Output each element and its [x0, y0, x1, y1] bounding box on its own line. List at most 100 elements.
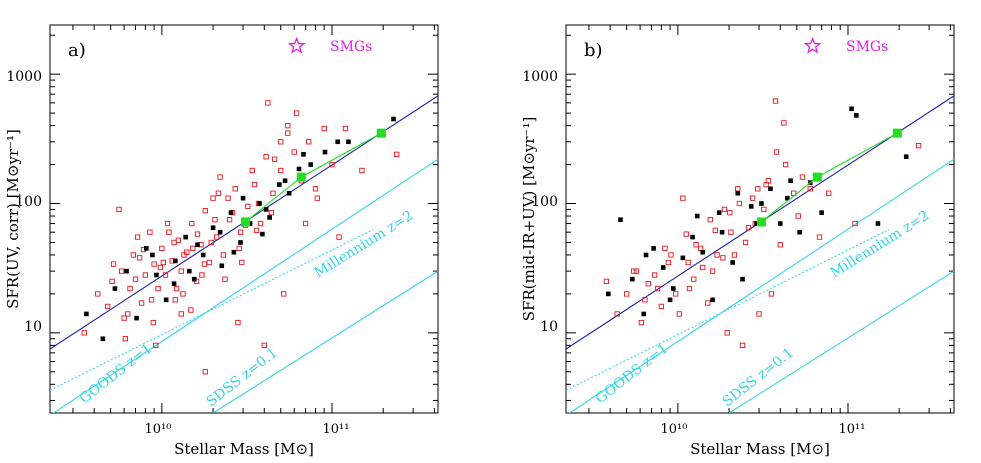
- irac-point: [903, 154, 909, 160]
- sfg-point: [359, 167, 365, 174]
- sfg-point: [314, 195, 320, 201]
- sfg-point: [157, 264, 164, 271]
- sfg-point: [215, 190, 222, 196]
- sfg-point: [239, 259, 245, 266]
- sfg-point: [194, 231, 201, 237]
- panel-b: b) SMGs GOODS z=1 SDSS z=0.1 Millennium …: [520, 24, 955, 458]
- panel-a-xtick-1e10: 10¹⁰: [145, 422, 172, 437]
- sfg-point: [763, 181, 769, 188]
- sfg-point: [178, 268, 184, 274]
- sfg-point: [235, 319, 241, 326]
- sfg-point: [181, 252, 187, 258]
- sfg-point: [155, 285, 161, 292]
- sfg-point: [826, 190, 832, 196]
- panel-b-xlabel: Stellar Mass [M⊙]: [690, 440, 830, 458]
- sfg-point: [122, 336, 128, 342]
- sfg-point: [676, 311, 682, 317]
- irac-point: [191, 276, 197, 282]
- irac-point: [777, 221, 783, 226]
- sfg-point: [206, 259, 212, 266]
- irac-point: [875, 221, 881, 226]
- sfg-point: [249, 167, 255, 174]
- panel-b-xtick-1e10: 10¹⁰: [661, 422, 688, 437]
- sfg-point: [184, 249, 190, 255]
- sfg-point: [220, 252, 227, 258]
- sfg-point: [342, 125, 349, 132]
- sfg-point: [651, 272, 658, 278]
- sfg-point: [180, 291, 186, 297]
- irac-point: [173, 258, 178, 264]
- sfg-point: [201, 261, 208, 267]
- irac-point: [719, 229, 725, 235]
- irac-point: [286, 190, 292, 196]
- irac-point: [694, 213, 700, 219]
- irac-point: [187, 268, 192, 274]
- panel-a-xlabel: Stellar Mass [M⊙]: [174, 440, 314, 458]
- sfg-point: [110, 261, 117, 267]
- sfg-point: [795, 213, 801, 219]
- irac-point: [605, 291, 611, 297]
- panel-b-smg-star-icon: [803, 36, 822, 54]
- irac-point: [768, 186, 773, 192]
- sfg-point: [142, 272, 149, 278]
- sfg-point: [253, 227, 260, 234]
- sfg-point: [116, 206, 122, 213]
- sfg-point: [306, 139, 312, 145]
- irac-point: [228, 210, 234, 215]
- sfg-point: [178, 311, 184, 317]
- sfg-point: [709, 268, 716, 274]
- line-millennium-z-2: [566, 228, 890, 391]
- sfg-point: [232, 186, 238, 192]
- sfg-point: [148, 297, 155, 303]
- irac-point: [267, 215, 272, 220]
- sfg-point: [755, 186, 761, 192]
- sfg-point: [768, 291, 775, 297]
- sfg-point: [175, 237, 181, 243]
- irac-point: [231, 249, 237, 255]
- sfg-point: [714, 252, 720, 258]
- sfg-point: [614, 311, 620, 317]
- irac-point: [680, 255, 686, 261]
- sfg-point: [162, 272, 169, 278]
- irac-point: [748, 204, 754, 209]
- irac-point: [630, 276, 635, 282]
- sfg-point: [261, 342, 267, 349]
- sfg-point: [202, 208, 208, 214]
- sfg-point: [761, 206, 767, 213]
- sfg-point: [136, 255, 143, 261]
- sfg-point: [159, 245, 165, 252]
- sfg-point: [852, 220, 858, 227]
- sfg-point: [727, 209, 733, 216]
- sfg-point: [712, 227, 718, 234]
- sfg-point: [81, 330, 87, 336]
- irac-point: [200, 252, 206, 258]
- sfg-point: [683, 231, 689, 237]
- sfg-point: [633, 268, 639, 274]
- irac-point: [785, 195, 790, 201]
- irac-point: [716, 210, 722, 215]
- irac-point: [335, 139, 340, 145]
- irac-point: [134, 315, 139, 321]
- sfg-point: [278, 139, 284, 145]
- irac-point: [346, 139, 351, 145]
- irac-point: [257, 201, 262, 206]
- sfg-point: [251, 181, 258, 188]
- sfg-point: [153, 342, 159, 349]
- irac-point: [690, 234, 695, 240]
- sfg-point: [208, 239, 214, 246]
- mean-point: [812, 172, 822, 182]
- irac-point: [618, 217, 623, 222]
- irac-point: [670, 286, 676, 291]
- sfg-point: [697, 245, 704, 252]
- panel-b-ytick-1000: 1000: [522, 69, 558, 85]
- sfg-point: [728, 229, 734, 235]
- sfg-point: [672, 291, 679, 297]
- sfg-point: [281, 291, 287, 297]
- irac-point: [143, 246, 149, 251]
- sfg-point: [624, 291, 630, 297]
- irac-point: [308, 162, 314, 167]
- sfg-point: [130, 252, 137, 258]
- irac-point: [735, 190, 741, 196]
- panel-a-mean-track: [240, 128, 386, 227]
- line-sdss-z-0-1: [728, 270, 954, 413]
